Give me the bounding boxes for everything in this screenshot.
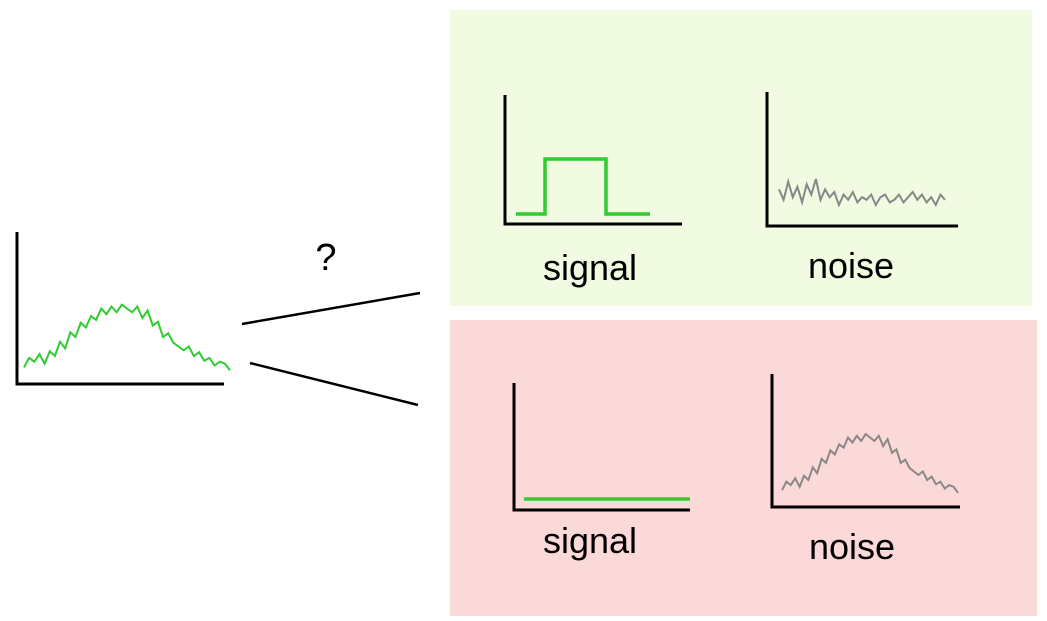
upper-signal-label: signal — [543, 247, 637, 288]
lower-signal-axes — [512, 383, 690, 512]
connector-line-lower — [249, 361, 419, 407]
lower-noise-axes — [770, 374, 960, 509]
upper-noise-trace — [778, 177, 946, 208]
lower-signal-plot: signal — [512, 383, 690, 561]
upper-signal-plot: signal — [503, 95, 682, 288]
upper-signal-axes — [503, 95, 682, 226]
observed-trace — [23, 303, 231, 371]
upper-signal-trace — [516, 157, 650, 216]
signal-present-panel — [450, 10, 1032, 306]
upper-noise-axes — [765, 92, 958, 228]
upper-noise-label: noise — [808, 245, 894, 286]
signal-absent-panel — [450, 320, 1037, 616]
lower-noise-trace — [781, 432, 959, 494]
connector-line-upper — [241, 291, 421, 326]
lower-noise-label: noise — [809, 526, 895, 567]
lower-signal-label: signal — [543, 520, 637, 561]
upper-noise-plot: noise — [765, 92, 958, 286]
observed-plot — [15, 232, 231, 386]
lower-noise-plot: noise — [770, 374, 960, 567]
observed-axes — [15, 232, 224, 386]
question-mark: ? — [315, 237, 336, 279]
